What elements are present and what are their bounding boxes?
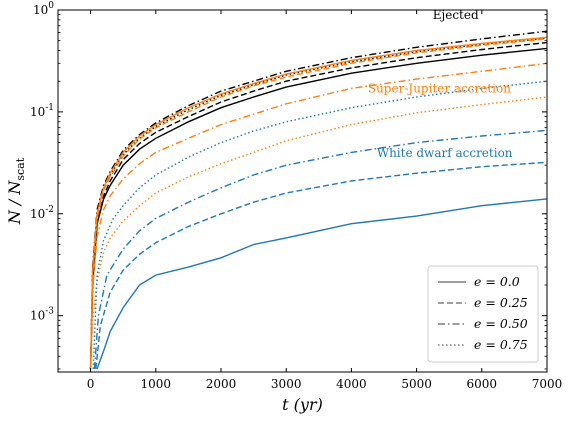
legend-label: e = 0.25 xyxy=(474,295,528,310)
y-tick-label: 10-3 xyxy=(30,307,54,323)
x-tick-label: 5000 xyxy=(401,377,432,391)
y-tick-label: 10-2 xyxy=(30,205,54,221)
legend-label: e = 0.50 xyxy=(474,316,528,331)
series-line-super_jupiter-dashed xyxy=(89,38,547,369)
x-tick-label: 3000 xyxy=(271,377,302,391)
series-line-super_jupiter-dashdot xyxy=(89,62,547,369)
x-tick-label: 4000 xyxy=(336,377,367,391)
x-tick-label: 2000 xyxy=(206,377,237,391)
annotation-ejected: Ejected xyxy=(433,8,479,22)
x-tick-label: 6000 xyxy=(467,377,498,391)
series-line-white_dwarf-dotted xyxy=(92,80,547,369)
series-line-ejected-dashdot xyxy=(89,30,547,369)
series-layer xyxy=(89,30,547,370)
annotation-white_dwarf: White dwarf accretion xyxy=(377,146,513,160)
series-line-super_jupiter-solid xyxy=(89,36,547,369)
series-line-white_dwarf-dashed xyxy=(95,161,547,369)
plot-area: 0 1000 2000 3000 4000 5000 6000 7000 10-3 10-2 10-… xyxy=(30,1,562,391)
y-tick-label: 100 xyxy=(33,1,54,17)
series-line-ejected-dashed xyxy=(89,41,547,369)
y-axis-label: N / Nscat xyxy=(5,157,27,225)
x-tick-label: 0 xyxy=(87,377,95,391)
legend-label: e = 0.0 xyxy=(474,274,520,289)
annotations: Ejected Super-Jupiter accretion White dwar… xyxy=(368,8,513,160)
annotation-super_jupiter: Super-Jupiter accretion xyxy=(368,81,511,95)
x-axis-label: t (yr) xyxy=(282,395,323,414)
legend: e = 0.0 e = 0.25 e = 0.50 e = 0.75 xyxy=(427,265,539,363)
x-tick-label: 7000 xyxy=(532,377,563,391)
x-tick-label: 1000 xyxy=(141,377,172,391)
series-line-white_dwarf-solid xyxy=(96,198,547,370)
plot-frame xyxy=(57,9,548,373)
y-tick-label: 10-1 xyxy=(30,103,54,119)
legend-box xyxy=(427,265,539,363)
axis-ticks: 0 1000 2000 3000 4000 5000 6000 7000 10-3 10-2 10-… xyxy=(30,1,562,391)
legend-label: e = 0.75 xyxy=(474,337,528,352)
